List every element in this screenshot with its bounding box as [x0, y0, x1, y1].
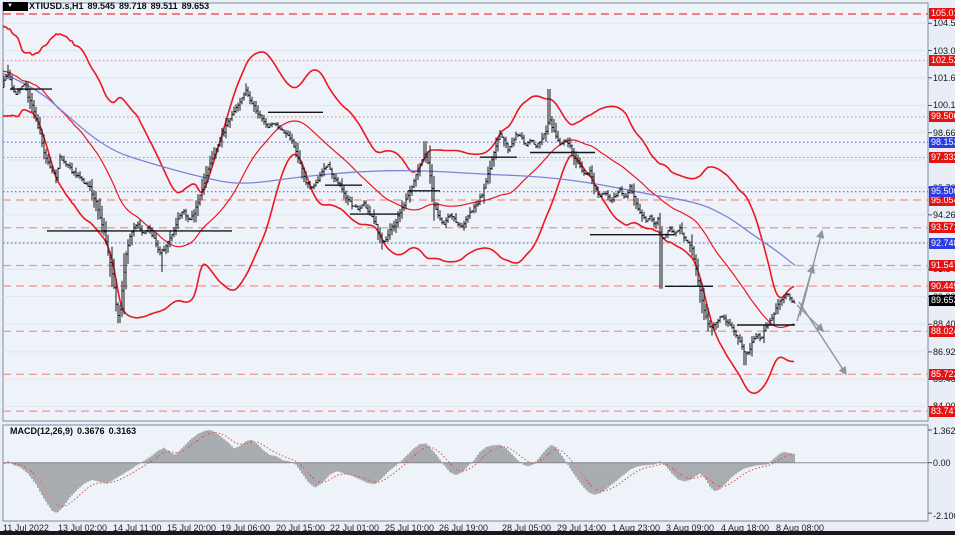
macd-axis-label: 1.3627 — [933, 425, 955, 436]
macd-pane[interactable] — [2, 424, 929, 522]
price-axis-label: 98.660 — [933, 127, 955, 138]
chart-title: XTIUSD.s,H1 89.545 89.718 89.511 89.653 — [29, 1, 213, 11]
symbol-timeframe-label: XTIUSD.s,H1 — [29, 1, 84, 11]
time-axis-label: 20 Jul 15:00 — [276, 523, 326, 533]
main-pane[interactable] — [2, 2, 929, 422]
macd-layers — [3, 430, 928, 513]
price-axis-label: 101.600 — [933, 72, 955, 83]
time-axis-label: 13 Jul 02:00 — [58, 523, 108, 533]
price-level-label-red: 105.019 — [929, 8, 955, 20]
current-price-label: 89.653 — [929, 295, 955, 307]
ohlc-close: 89.653 — [181, 1, 210, 11]
price-level-label-red: 83.747 — [929, 405, 955, 417]
time-axis-label: 25 Jul 10:00 — [385, 523, 435, 533]
price-axis-label: 104.520 — [933, 18, 955, 29]
price-level-label-red: 97.332 — [929, 152, 955, 163]
bollinger-upper-band — [3, 24, 795, 299]
price-level-label-blue: 92.748 — [929, 237, 955, 249]
price-level-label-red: 90.449 — [929, 280, 955, 292]
bollinger-middle-band — [3, 70, 795, 328]
time-axis-label: 15 Jul 20:00 — [167, 523, 217, 533]
macd-axis-label: 0.00 — [933, 457, 951, 468]
price-axis-label: 86.920 — [933, 346, 955, 357]
time-axis-label: 8 Aug 08:00 — [776, 523, 825, 533]
time-axis-label: 19 Jul 06:00 — [221, 523, 271, 533]
macd-axis-label: -2.1007 — [933, 511, 955, 521]
price-axis-label: 103.060 — [933, 45, 955, 56]
price-level-label-blue: 98.153 — [929, 136, 955, 148]
symbol-selector-button[interactable]: ▼ — [3, 2, 28, 11]
time-axis-label: 1 Aug 23:00 — [612, 523, 661, 533]
macd-signal-value: 0.3163 — [108, 426, 137, 436]
slow-ma-line — [3, 72, 796, 267]
price-level-label-red: 102.521 — [929, 55, 955, 67]
price-axis-label: 94.260 — [933, 209, 955, 220]
macd-signal-line — [3, 432, 795, 508]
price-level-label-red: 85.722 — [929, 368, 955, 380]
price-level-label-red: 91.547 — [929, 260, 955, 271]
time-axis-label: 29 Jul 14:00 — [557, 523, 607, 533]
ohlc-high: 89.718 — [119, 1, 147, 11]
triangle-down-icon: ▼ — [7, 3, 13, 9]
time-axis-label: 3 Aug 09:00 — [666, 523, 715, 533]
price-level-label-red: 95.054 — [929, 194, 955, 206]
time-axis-label: 22 Jul 01:00 — [330, 523, 380, 533]
ohlc-low: 89.511 — [150, 1, 178, 11]
projection-arrow — [799, 229, 825, 317]
price-level-label-red: 88.024 — [929, 325, 955, 337]
price-axis-label: 100.120 — [933, 100, 955, 111]
price-level-label-blue: 95.500 — [929, 186, 955, 198]
time-axis-label: 4 Aug 18:00 — [721, 523, 770, 533]
price-level-label-red: 93.571 — [929, 222, 955, 234]
price-axis-label: 88.400 — [933, 319, 955, 330]
time-axis-label: 26 Jul 19:00 — [439, 523, 489, 533]
window-bottom-edge — [0, 531, 955, 535]
projection-arrow — [798, 301, 847, 376]
price-level-label-red: 99.506 — [929, 111, 955, 123]
ohlc-open: 89.545 — [87, 1, 116, 11]
main-pane-layers — [3, 13, 928, 412]
macd-main-value: 0.3676 — [77, 426, 105, 436]
macd-indicator-label: MACD(12,26,9) 0.3676 0.3163 — [10, 426, 140, 436]
time-axis-label: 14 Jul 11:00 — [113, 523, 162, 533]
time-axis-label: 11 Jul 2022 — [3, 523, 49, 533]
macd-name: MACD(12,26,9) — [10, 426, 74, 436]
time-axis-label: 28 Jul 05:00 — [502, 523, 552, 533]
